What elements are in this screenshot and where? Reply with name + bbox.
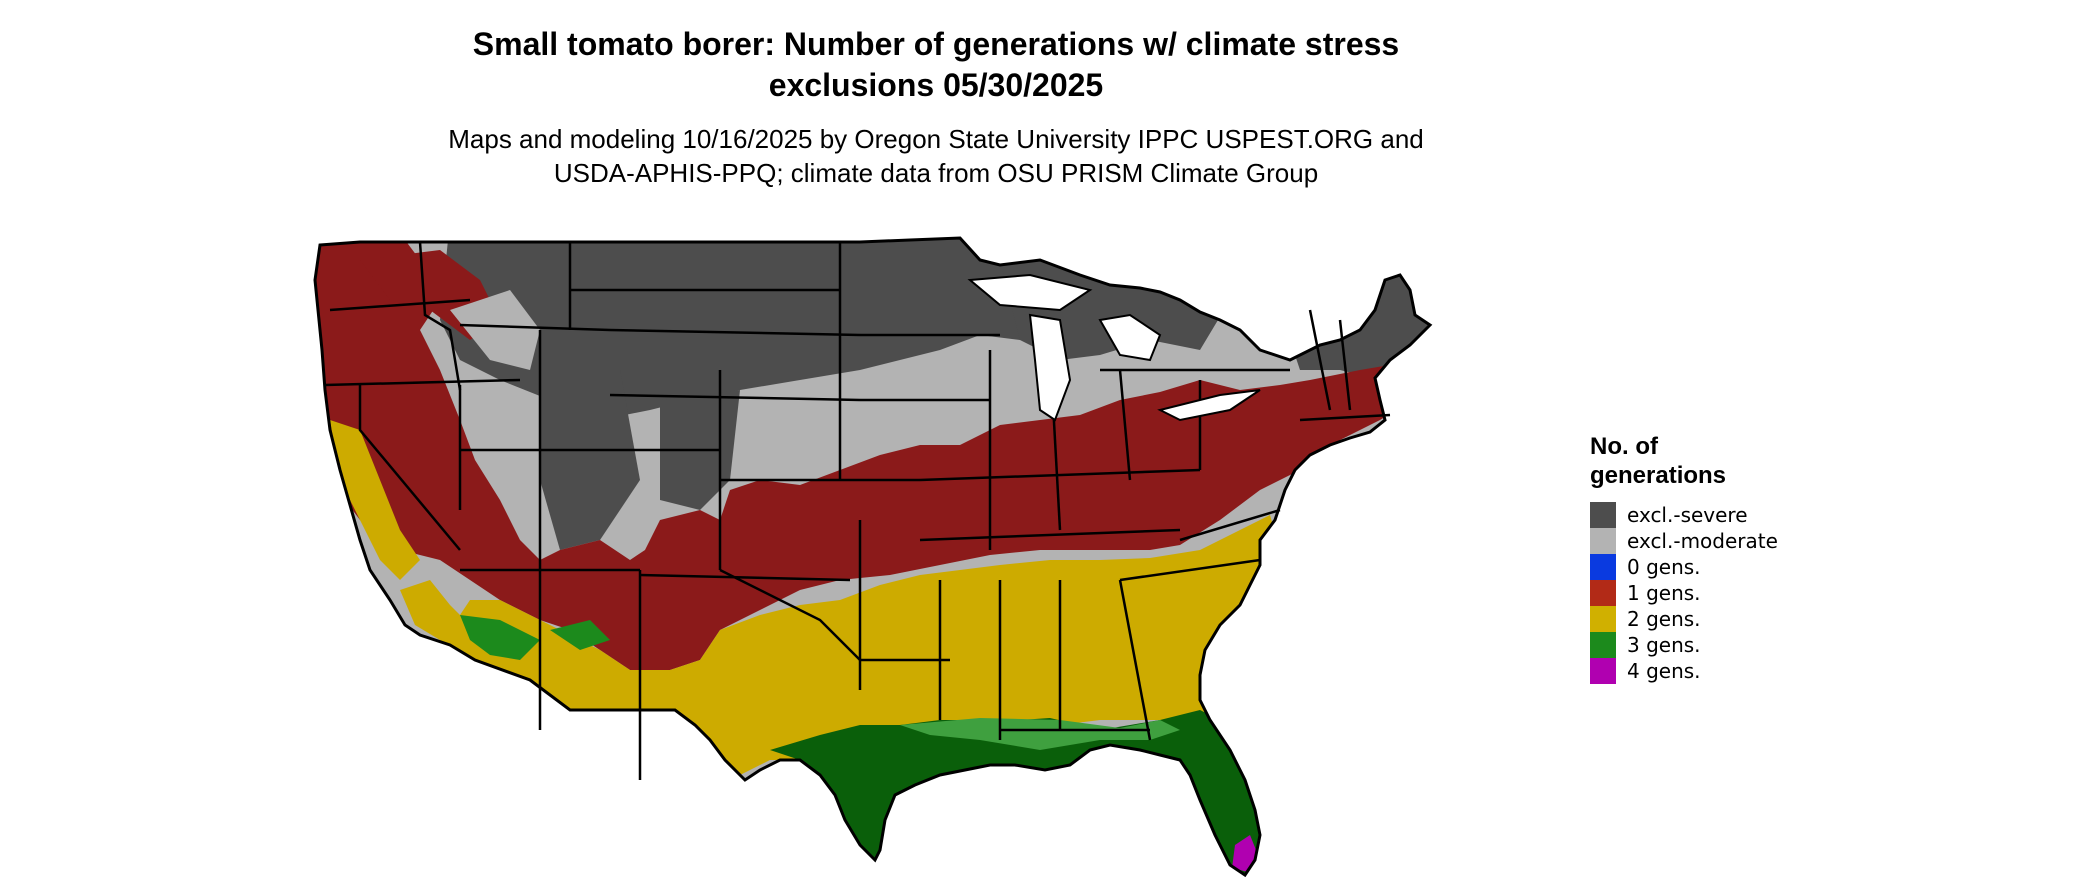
legend-items: excl.-severe excl.-moderate 0 gens. 1 gens.… bbox=[1590, 502, 1890, 684]
legend-swatch bbox=[1590, 580, 1616, 606]
legend: No. of generations excl.-severe excl.-mod… bbox=[1590, 432, 1890, 684]
legend-swatch bbox=[1590, 606, 1616, 632]
legend-swatch bbox=[1590, 658, 1616, 684]
us-map-svg bbox=[313, 236, 1432, 877]
legend-swatch bbox=[1590, 632, 1616, 658]
legend-item: 2 gens. bbox=[1590, 606, 1890, 632]
map-title: Small tomato borer: Number of generation… bbox=[0, 24, 1872, 106]
legend-item: excl.-moderate bbox=[1590, 528, 1890, 554]
legend-label: 4 gens. bbox=[1627, 659, 1701, 683]
map-subtitle-line-1: Maps and modeling 10/16/2025 by Oregon S… bbox=[448, 124, 1424, 154]
legend-item: 4 gens. bbox=[1590, 658, 1890, 684]
legend-label: 1 gens. bbox=[1627, 581, 1701, 605]
legend-label: 0 gens. bbox=[1627, 555, 1701, 579]
legend-swatch bbox=[1590, 502, 1616, 528]
legend-label: excl.-severe bbox=[1627, 503, 1748, 527]
legend-swatch bbox=[1590, 554, 1616, 580]
legend-item: 0 gens. bbox=[1590, 554, 1890, 580]
legend-item: excl.-severe bbox=[1590, 502, 1890, 528]
legend-label: 3 gens. bbox=[1627, 633, 1701, 657]
legend-title-line-2: generations bbox=[1590, 462, 1727, 489]
great-lakes bbox=[967, 273, 1261, 422]
legend-title-line-1: No. of bbox=[1590, 433, 1658, 460]
us-generations-map bbox=[300, 220, 1560, 890]
legend-label: 2 gens. bbox=[1627, 607, 1701, 631]
map-title-line-2: exclusions 05/30/2025 bbox=[768, 67, 1104, 103]
legend-swatch bbox=[1590, 528, 1616, 554]
legend-item: 3 gens. bbox=[1590, 632, 1890, 658]
state-borders bbox=[324, 241, 1391, 780]
legend-item: 1 gens. bbox=[1590, 580, 1890, 606]
map-title-line-1: Small tomato borer: Number of generation… bbox=[472, 26, 1400, 62]
legend-title: No. of generations bbox=[1590, 432, 1890, 490]
legend-label: excl.-moderate bbox=[1627, 529, 1778, 553]
map-subtitle-line-2: USDA-APHIS-PPQ; climate data from OSU PR… bbox=[553, 158, 1319, 188]
map-subtitle: Maps and modeling 10/16/2025 by Oregon S… bbox=[0, 122, 1872, 190]
